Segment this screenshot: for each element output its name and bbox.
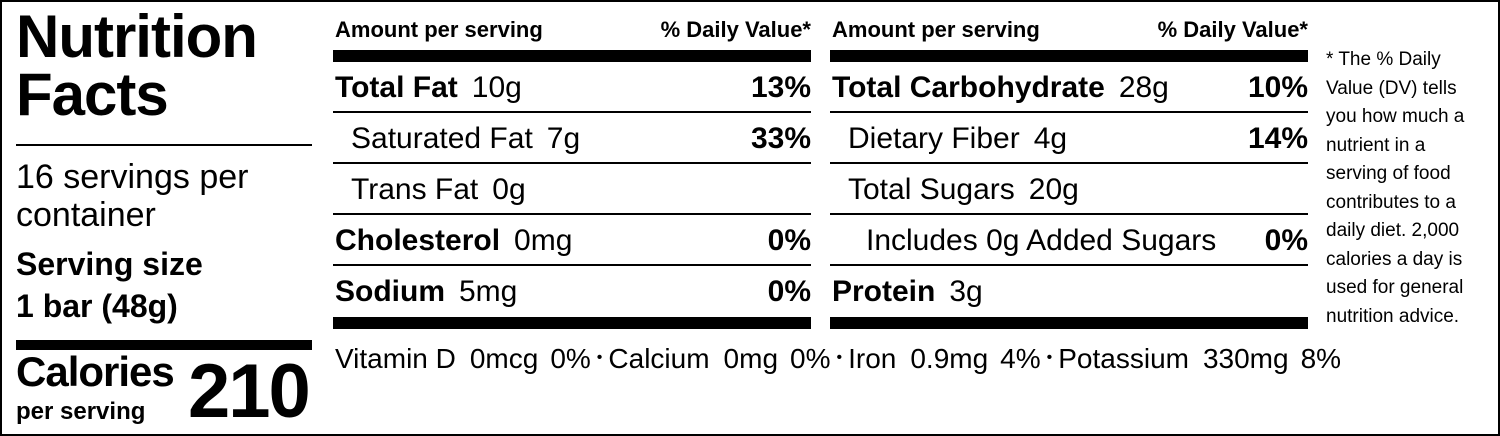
label-title: Nutrition Facts [16, 3, 258, 128]
nutrient-amount: 10g [471, 71, 522, 104]
vitamin-amount: 0mg [723, 343, 779, 374]
row-divider [333, 162, 811, 164]
nutrient-amount: 4g [1033, 122, 1068, 155]
nutrient-amount: 0mg [514, 224, 573, 257]
nutrient-row: Dietary Fiber 4g 14% [830, 113, 1308, 164]
nutrient-row: Sodium 5mg 0% [333, 266, 811, 317]
nutrient-row: Total Carbohydrate 28g 10% [830, 62, 1308, 113]
nutrient-daily-value: 0% [767, 224, 811, 257]
row-divider [333, 111, 811, 113]
nutrient-row: Total Sugars 20g [830, 164, 1308, 215]
row-divider [333, 213, 811, 215]
serving-size-value: 1 bar (48g) [16, 288, 178, 324]
title-divider [16, 144, 312, 146]
calories-per-serving-label: per serving [16, 398, 146, 425]
calories-divider [16, 340, 312, 350]
nutrient-name-amount: Protein 3g [832, 274, 983, 310]
nutrient-daily-value: 0% [1264, 224, 1308, 257]
nutrient-name: Cholesterol [335, 224, 501, 257]
daily-value-footnote: * The % Daily Value (DV) tells you how m… [1326, 49, 1465, 327]
nutrient-name: Sodium [335, 275, 445, 308]
nutrient-name-amount: Saturated Fat 7g [351, 121, 580, 157]
thick-divider-top [830, 50, 1308, 62]
thick-divider-bottom [830, 317, 1308, 329]
row-divider [830, 111, 1308, 113]
servings-per-container: 16 servings per container [16, 158, 249, 234]
vitamin-dv: 0% [550, 343, 591, 374]
vitamin-amount: 0.9mg [910, 343, 989, 374]
row-divider [333, 264, 811, 266]
vitamin-dv: 8% [1300, 343, 1342, 374]
nutrient-daily-value: 13% [750, 71, 811, 104]
vitamins-minerals-line: Vitamin D 0mcg 0% • Calcium 0mg 0% • Iron 0.9mg 4%… [335, 340, 1341, 377]
nutrient-row: Includes 0g Added Sugars 0% [830, 215, 1308, 266]
nutrient-name: Total Sugars [848, 173, 1015, 206]
vitamin-item: Potassium 330mg 8% [1058, 343, 1341, 374]
nutrient-name: Trans Fat [351, 173, 479, 206]
vitamin-dv: 0% [790, 343, 831, 374]
nutrient-amount: 28g [1118, 71, 1169, 104]
nutrient-name-amount: Total Fat 10g [335, 70, 522, 106]
vitamin-name: Calcium [608, 343, 710, 374]
vitamin-item: Vitamin D 0mcg 0% [335, 343, 591, 374]
nutrient-row: Total Fat 10g 13% [333, 62, 811, 113]
nutrient-row: Protein 3g [830, 266, 1308, 317]
nutrient-amount: 3g [949, 275, 983, 308]
vitamin-item: Iron 0.9mg 4% [848, 343, 1041, 374]
nutrient-amount: 7g [546, 122, 581, 155]
row-divider [830, 162, 1308, 164]
nutrient-name: Dietary Fiber [848, 122, 1020, 155]
bullet-separator: • [836, 349, 843, 366]
amount-per-serving-header: Amount per serving [832, 17, 1040, 42]
nutrient-daily-value: 0% [767, 275, 811, 308]
nutrient-amount: 20g [1028, 173, 1079, 206]
nutrient-daily-value: 33% [750, 122, 811, 155]
thick-divider-top [333, 50, 811, 62]
vitamin-amount: 330mg [1202, 343, 1289, 374]
vitamin-name: Iron [848, 343, 897, 374]
row-divider [830, 264, 1308, 266]
nutrient-amount: 0g [492, 173, 526, 206]
daily-value-header: % Daily Value* [1157, 17, 1308, 42]
nutrient-name: Total Carbohydrate [832, 71, 1105, 104]
vitamin-name: Vitamin D [335, 343, 456, 374]
nutrient-row: Trans Fat 0g [333, 164, 811, 215]
calories-value: 210 [188, 349, 311, 434]
nutrient-daily-value: 10% [1247, 71, 1308, 104]
vitamin-dv: 4% [1000, 343, 1041, 374]
nutrient-name: Includes 0g Added Sugars [866, 224, 1217, 257]
nutrient-column-1: Amount per serving % Daily Value* Total Fa… [333, 2, 811, 332]
thick-divider-bottom [333, 317, 811, 329]
nutrient-name: Saturated Fat [351, 122, 533, 155]
nutrient-name-amount: Includes 0g Added Sugars [866, 223, 1216, 259]
serving-size-label: Serving size [16, 246, 203, 282]
amount-per-serving-header: Amount per serving [335, 17, 543, 42]
nutrient-row: Saturated Fat 7g 33% [333, 113, 811, 164]
nutrient-name-amount: Sodium 5mg [335, 274, 517, 310]
row-divider [830, 213, 1308, 215]
bullet-separator: • [1046, 349, 1053, 366]
nutrient-name-amount: Dietary Fiber 4g [848, 121, 1067, 157]
nutrient-daily-value: 14% [1247, 122, 1308, 155]
calories-label: Calories [16, 348, 175, 395]
vitamin-item: Calcium 0mg 0% [608, 343, 830, 374]
nutrient-name: Protein [832, 275, 936, 308]
nutrient-amount: 5mg [459, 275, 518, 308]
nutrient-row: Cholesterol 0mg 0% [333, 215, 811, 266]
vitamin-name: Potassium [1058, 343, 1189, 374]
nutrient-name-amount: Total Sugars 20g [848, 172, 1079, 208]
nutrient-name-amount: Total Carbohydrate 28g [832, 70, 1169, 106]
vitamin-amount: 0mcg [469, 343, 539, 374]
nutrient-name: Total Fat [335, 71, 458, 104]
daily-value-header: % Daily Value* [660, 17, 811, 42]
nutrient-name-amount: Trans Fat 0g [351, 172, 526, 208]
nutrient-column-2: Amount per serving % Daily Value* Total Ca… [830, 2, 1308, 332]
nutrient-name-amount: Cholesterol 0mg [335, 223, 572, 259]
bullet-separator: • [596, 349, 603, 366]
